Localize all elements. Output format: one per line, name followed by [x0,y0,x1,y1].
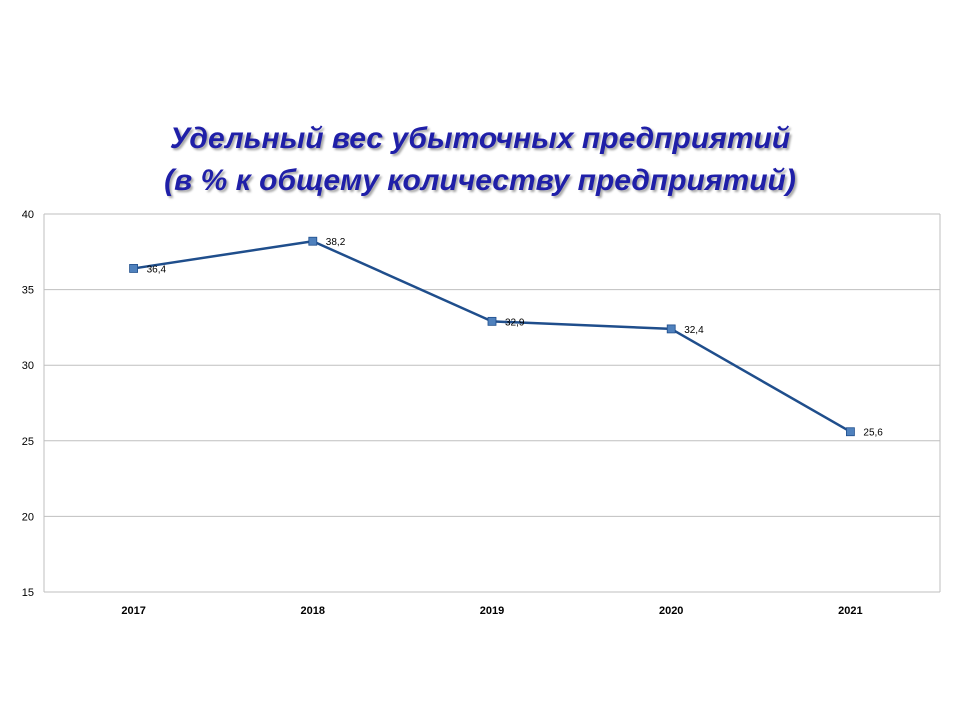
x-axis-category-labels: 2017 2018 2019 2020 2021 [121,605,862,617]
data-point-marker [308,236,318,246]
y-tick-label: 25 [22,436,34,448]
chart-title: Удельный вес убыточных предприятий (в % … [0,118,960,202]
y-tick-label: 20 [22,511,34,523]
series-line [133,239,852,433]
data-point-marker [846,427,855,437]
data-point-marker [487,316,497,326]
axes [43,214,941,592]
y-tick-label: 30 [22,360,34,372]
y-tick-label: 15 [22,587,34,599]
data-label: 32,4 [684,325,704,336]
y-axis-tick-labels: 15 20 25 30 35 40 [22,209,34,599]
series-markers [129,236,855,437]
data-point-marker [129,264,139,273]
data-label: 38,2 [326,237,346,248]
line-chart: 15 20 25 30 35 40 2017 2018 2019 2020 2021 36,4 38… [22,209,941,617]
y-tick-label: 40 [22,209,34,221]
gridlines [44,213,940,593]
data-labels: 36,4 38,2 32,9 32,4 25,6 [147,237,884,439]
chart-title-line-2: (в % к общему количеству предприятий) [164,164,796,197]
data-label: 32,9 [505,317,525,328]
data-point-marker [666,324,676,334]
data-label: 36,4 [147,264,167,275]
data-label: 25,6 [863,428,883,439]
x-tick-label: 2018 [301,605,325,617]
x-tick-label: 2021 [838,605,862,617]
x-tick-label: 2019 [480,605,504,617]
x-tick-label: 2020 [659,605,683,617]
series-line [133,239,852,433]
x-tick-label: 2017 [121,605,145,617]
chart-title-line-1: Удельный вес убыточных предприятий [169,122,791,155]
y-tick-label: 35 [22,285,34,297]
